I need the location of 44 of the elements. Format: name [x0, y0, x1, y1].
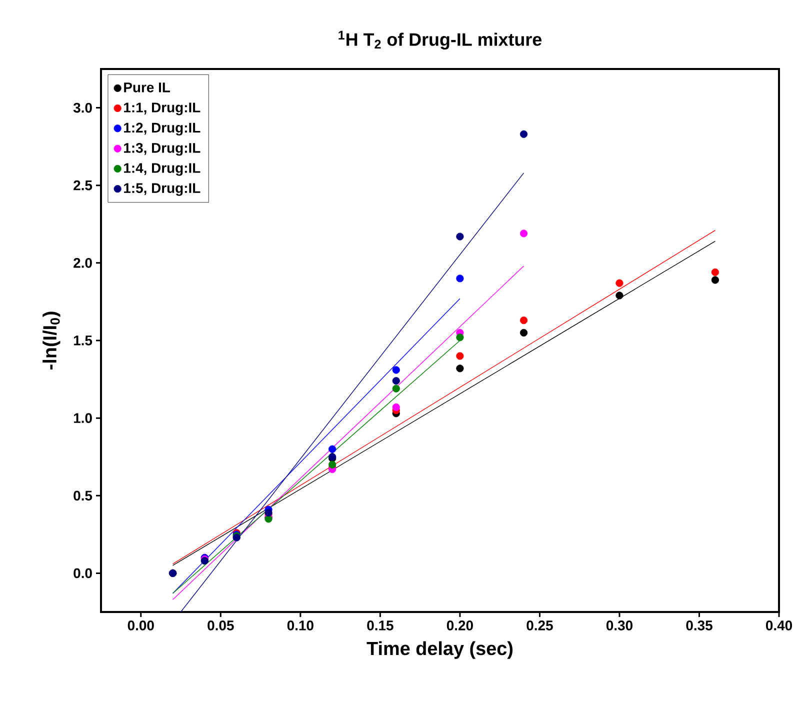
x-tick-label: 0.25 [526, 620, 553, 630]
point [616, 279, 624, 287]
y-axis-title: -ln(I/I$_{0}$) [42, 312, 60, 370]
legend-label: 1:5, Drug:IL [124, 183, 200, 196]
point [456, 334, 464, 342]
x-tick-label: 0.35 [686, 620, 712, 630]
point [616, 292, 624, 300]
point [328, 460, 336, 468]
point [711, 276, 719, 284]
point [392, 403, 400, 412]
y-tick-label: 0.5 [74, 490, 92, 501]
x-tick-label: 0.10 [287, 620, 314, 630]
x-tick-label: 0.00 [128, 620, 154, 630]
y-tick-label: 2.5 [74, 180, 92, 190]
point [392, 366, 400, 374]
point [520, 230, 528, 238]
point [328, 445, 336, 453]
y-tick-label: 3.0 [73, 102, 92, 113]
x-tick-label: 0.15 [367, 620, 394, 630]
point [520, 328, 528, 337]
legend-label: 1:4, Drug:IL [124, 163, 200, 176]
point [392, 384, 400, 392]
x-tick-label: 0.20 [446, 620, 473, 630]
y-tick-label: 2.0 [74, 258, 92, 268]
x-tick-label: 0.40 [766, 620, 792, 630]
legend-label: 1:2, Drug:IL [124, 122, 200, 136]
x-tick-label: 0.30 [606, 620, 632, 630]
chart-title: $^{1}$H T$_{2}$ of Drug-IL mixture [338, 30, 542, 50]
point [456, 274, 464, 282]
point [520, 316, 528, 324]
point [520, 130, 528, 138]
legend-label: 1:1, Drug:IL [124, 102, 200, 116]
legend-label: Pure IL [124, 82, 170, 92]
y-tick-label: 0.0 [74, 568, 92, 578]
x-axis-title: Time delay (sec) [366, 641, 513, 659]
y-tick-label: 1.0 [74, 413, 92, 424]
point [711, 268, 719, 276]
point [392, 377, 400, 385]
point [456, 352, 464, 360]
point [456, 232, 464, 240]
point [456, 364, 464, 372]
legend-label: 1:3, Drug:IL [124, 142, 200, 156]
x-tick-label: 0.05 [208, 620, 234, 630]
y-tick-label: 1.5 [74, 336, 92, 346]
